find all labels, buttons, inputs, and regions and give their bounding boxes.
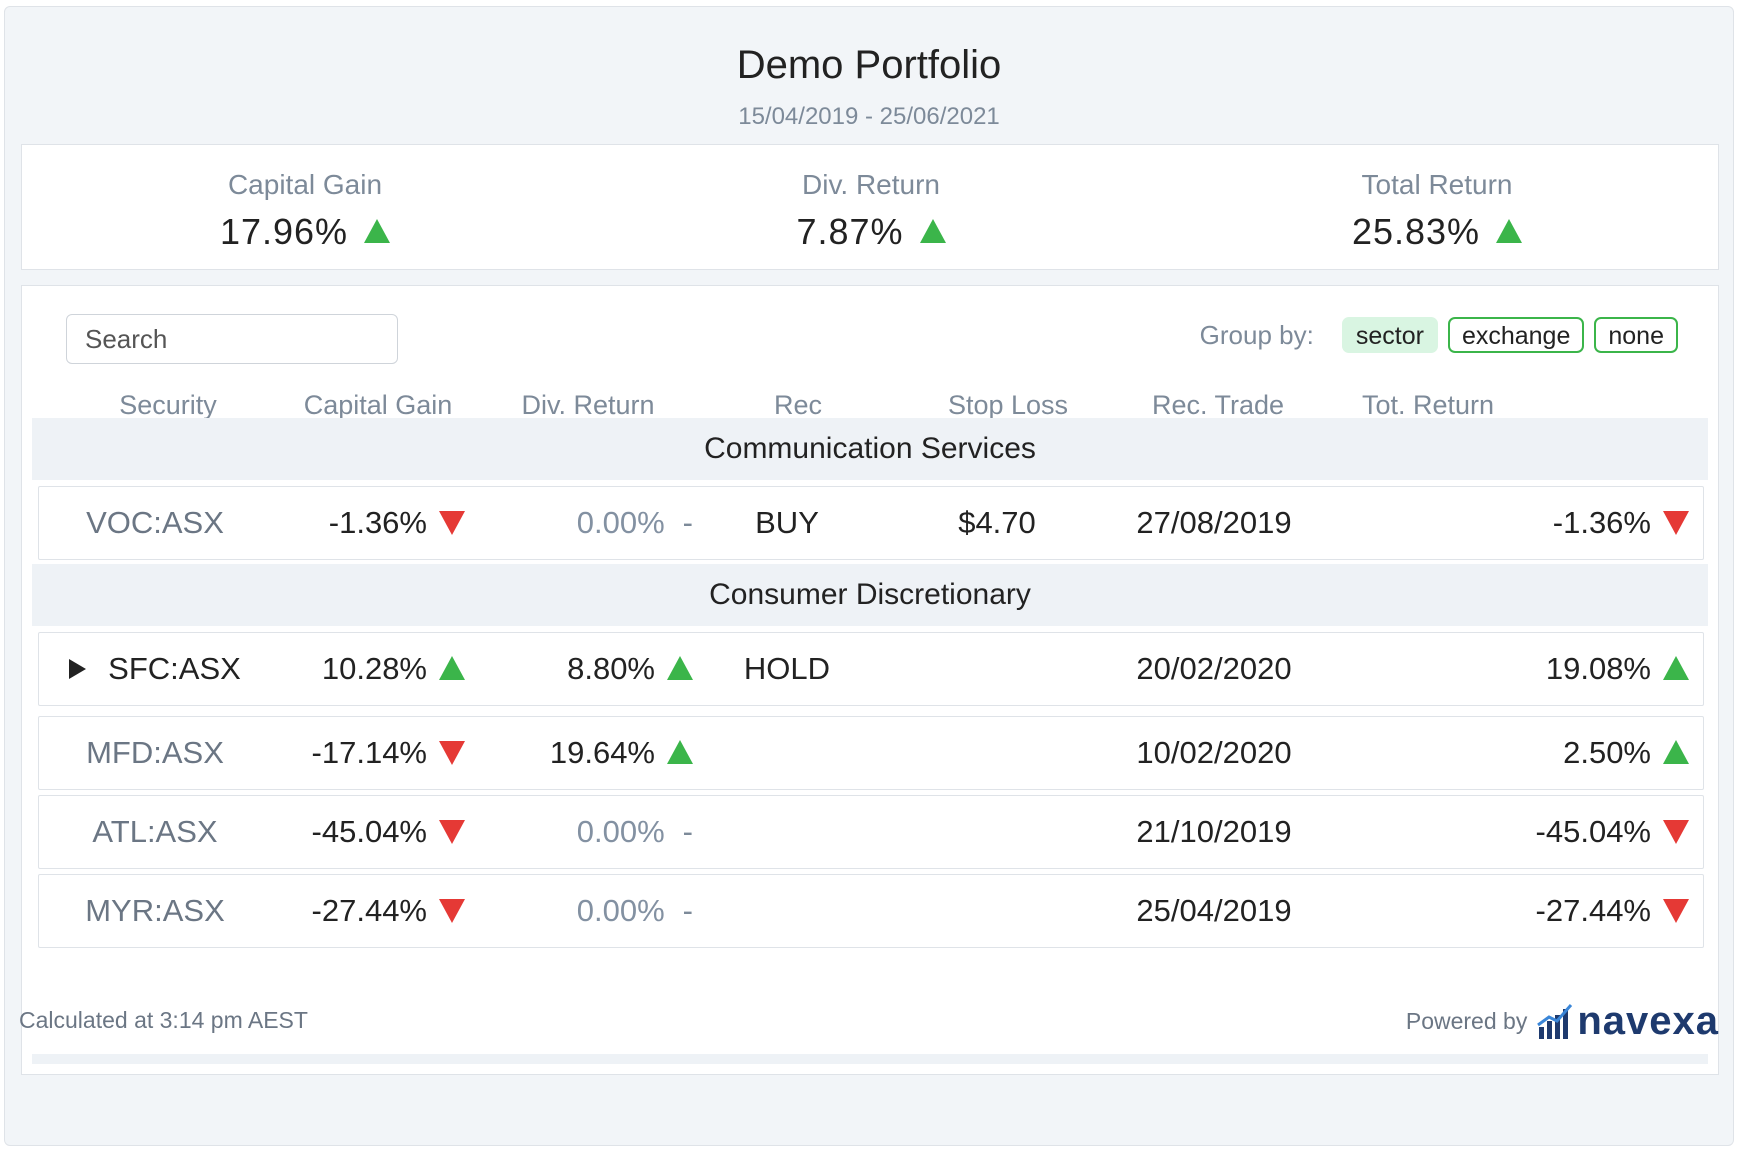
column-header-security[interactable]: Security <box>119 390 217 420</box>
div-return-cell: 8.80% <box>567 633 693 705</box>
rec-trade-cell: 20/02/2020 <box>1136 651 1292 686</box>
security-link[interactable]: SFC:ASX <box>39 633 271 705</box>
rec-cell: BUY <box>755 505 819 540</box>
powered-by[interactable]: Powered by navexa <box>1406 999 1719 1044</box>
triangle-up-icon <box>1663 655 1689 680</box>
triangle-down-icon <box>439 510 465 535</box>
group-by-sector-button[interactable]: sector <box>1341 317 1438 353</box>
rec-trade-cell: 21/10/2019 <box>1136 814 1292 849</box>
group-by-control: Group by: sector exchange none <box>1200 316 1678 354</box>
security-link[interactable]: ATL:ASX <box>92 814 218 849</box>
triangle-up-icon <box>667 739 693 764</box>
table-bottom-strip <box>32 1054 1708 1064</box>
capital-gain-cell: -17.14% <box>312 717 465 789</box>
rec-cell: HOLD <box>743 651 831 686</box>
stop-loss-cell: $4.70 <box>958 505 1036 540</box>
table-row[interactable]: MYR:ASX -27.44% 0.00% - 25/04/2019 -27.44… <box>38 874 1704 948</box>
rec-trade-cell: 27/08/2019 <box>1136 505 1292 540</box>
security-link[interactable]: MFD:ASX <box>86 735 224 770</box>
column-header-rec[interactable]: Rec <box>773 390 822 420</box>
navexa-bars-icon <box>1537 1003 1573 1039</box>
portfolio-widget: Demo Portfolio 15/04/2019 - 25/06/2021 C… <box>4 6 1734 1146</box>
table-header: Security Capital Gain Div. Return Rec St… <box>52 382 1688 446</box>
column-header-stop-loss[interactable]: Stop Loss <box>947 390 1069 420</box>
dash-icon: - <box>682 814 693 849</box>
summary-div-return: Div. Return 7.87% <box>588 145 1154 269</box>
column-header-capital-gain[interactable]: Capital Gain <box>303 390 453 420</box>
tot-return-cell: 2.50% <box>1563 717 1689 789</box>
triangle-down-icon <box>439 740 465 765</box>
dash-icon: - <box>682 893 693 928</box>
tot-return-cell: 19.08% <box>1546 633 1689 705</box>
triangle-up-icon <box>364 219 391 244</box>
navexa-logo: navexa <box>1577 999 1719 1043</box>
capital-gain-cell: -27.44% <box>312 875 465 947</box>
div-return-cell: 0.00% - <box>577 487 693 559</box>
column-header-div-return[interactable]: Div. Return <box>521 390 655 420</box>
calculated-timestamp: Calculated at 3:14 pm AEST <box>19 1007 308 1033</box>
triangle-up-icon <box>1663 739 1689 764</box>
triangle-down-icon <box>1663 819 1689 844</box>
date-range: 15/04/2019 - 25/06/2021 <box>738 103 1000 130</box>
group-header: Consumer Discretionary <box>32 564 1708 626</box>
triangle-up-icon <box>919 219 946 244</box>
summary-label: Capital Gain <box>227 169 383 200</box>
summary-value: 17.96% <box>22 211 588 253</box>
expand-caret-icon[interactable] <box>69 658 87 679</box>
summary-panel: Capital Gain 17.96% Div. Return 7.87% To… <box>21 144 1719 270</box>
column-header-tot-return[interactable]: Tot. Return <box>1361 390 1495 420</box>
table-row[interactable]: ATL:ASX -45.04% 0.00% - 21/10/2019 -45.04… <box>38 795 1704 869</box>
triangle-down-icon <box>439 819 465 844</box>
triangle-down-icon <box>1663 510 1689 535</box>
page-title: Demo Portfolio <box>736 43 1002 87</box>
summary-label: Div. Return <box>802 169 940 200</box>
summary-total-return: Total Return 25.83% <box>1154 145 1720 269</box>
powered-by-label: Powered by <box>1405 1008 1528 1034</box>
column-header-rec-trade[interactable]: Rec. Trade <box>1151 390 1285 420</box>
tot-return-cell: -45.04% <box>1536 796 1689 868</box>
triangle-down-icon <box>1663 898 1689 923</box>
summary-label: Total Return <box>1361 169 1513 200</box>
group-by-exchange-button[interactable]: exchange <box>1447 317 1585 353</box>
rec-trade-cell: 25/04/2019 <box>1136 893 1292 928</box>
div-return-cell: 0.00% - <box>577 796 693 868</box>
div-return-cell: 0.00% - <box>577 875 693 947</box>
security-link[interactable]: VOC:ASX <box>86 505 224 540</box>
dash-icon: - <box>682 505 693 540</box>
div-return-cell: 19.64% <box>550 717 693 789</box>
capital-gain-cell: -1.36% <box>329 487 465 559</box>
capital-gain-cell: -45.04% <box>312 796 465 868</box>
security-link[interactable]: MYR:ASX <box>85 893 225 928</box>
triangle-up-icon <box>439 655 465 680</box>
group-by-label: Group by: <box>1199 319 1314 350</box>
tot-return-cell: -1.36% <box>1553 487 1689 559</box>
holdings-table: Group by: sector exchange none Security … <box>21 285 1719 1075</box>
triangle-up-icon <box>667 655 693 680</box>
group-by-none-button[interactable]: none <box>1594 317 1678 353</box>
table-row[interactable]: SFC:ASX 10.28% 8.80% HOLD 20/02/2020 19.… <box>38 632 1704 706</box>
triangle-down-icon <box>439 898 465 923</box>
triangle-up-icon <box>1496 219 1523 244</box>
search-input[interactable] <box>66 314 398 364</box>
rec-trade-cell: 10/02/2020 <box>1136 735 1292 770</box>
table-row[interactable]: MFD:ASX -17.14% 19.64% 10/02/2020 2.50% <box>38 716 1704 790</box>
table-row[interactable]: VOC:ASX -1.36% 0.00% - BUY $4.70 27/08/20… <box>38 486 1704 560</box>
capital-gain-cell: 10.28% <box>322 633 465 705</box>
tot-return-cell: -27.44% <box>1536 875 1689 947</box>
group-header: Communication Services <box>32 418 1708 480</box>
summary-capital-gain: Capital Gain 17.96% <box>22 145 588 269</box>
summary-value: 7.87% <box>588 211 1154 253</box>
summary-value: 25.83% <box>1154 211 1720 253</box>
